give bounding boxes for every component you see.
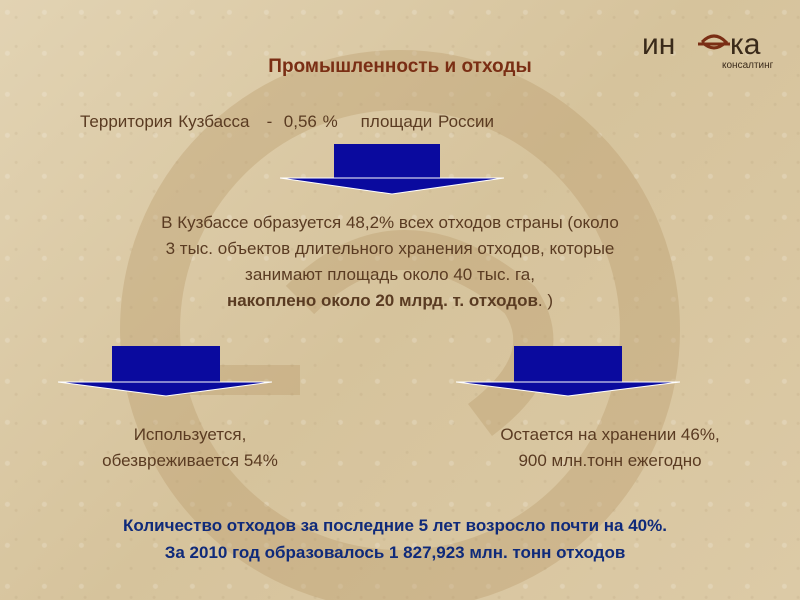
summary-line-1: Количество отходов за последние 5 лет во… (123, 516, 667, 535)
company-logo: ин ка консалтинг (642, 28, 774, 71)
logo-subtitle: консалтинг (722, 60, 774, 71)
territory-line: Территория Кузбасса - 0,56 % площади Рос… (80, 112, 620, 132)
summary-line-2: За 2010 год образовалось 1 827,923 млн. … (164, 543, 626, 562)
territory-tail: площади России (360, 112, 495, 131)
main-line-4: накоплено около 20 млрд. т. отходов. ) (70, 288, 710, 314)
stored-branch-text: Остается на хранении 46%, 900 млн.тонн е… (440, 422, 780, 474)
main-line-1: В Кузбассе образуется 48,2% всех отходов… (161, 213, 619, 232)
logo-text-right: ка (730, 28, 761, 61)
summary-text: Количество отходов за последние 5 лет во… (0, 512, 790, 566)
used-line-1: Используется, (133, 425, 247, 444)
stored-line-2: 900 млн.тонн ежегодно (518, 451, 702, 470)
stored-line-1: Остается на хранении 46%, (500, 425, 720, 444)
territory-value: 0,56 % (283, 112, 338, 131)
down-arrow-icon (280, 144, 504, 195)
logo-text-left: ин (642, 28, 675, 61)
territory-label: Территория Кузбасса (80, 112, 250, 131)
main-line-3: занимают площадь около 40 тыс. га, (245, 265, 535, 284)
slide-title: Промышленность и отходы (268, 56, 532, 77)
main-statement: В Кузбассе образуется 48,2% всех отходов… (70, 210, 710, 314)
logo-symbol-icon (698, 34, 730, 50)
left-down-arrow-icon (58, 346, 272, 397)
main-line-4-tail: . ) (537, 291, 554, 310)
used-line-2: обезвреживается 54% (102, 451, 278, 470)
main-line-2: 3 тыс. объектов длительного хранения отх… (165, 239, 615, 258)
main-line-4-bold: накоплено около 20 млрд. т. отходов (226, 291, 538, 310)
right-down-arrow-icon (456, 346, 680, 397)
territory-dash: - (266, 112, 273, 131)
used-branch-text: Используется, обезвреживается 54% (40, 422, 340, 474)
